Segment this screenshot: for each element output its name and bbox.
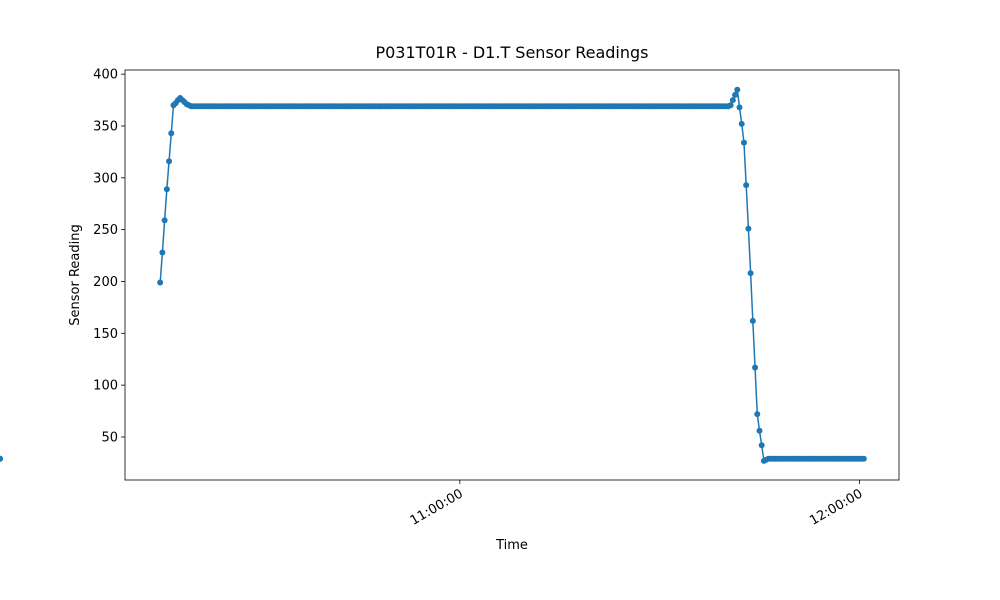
y-tick-label: 200 [93,275,118,290]
y-tick-label: 300 [93,171,118,186]
data-point [736,104,743,111]
data-point [758,442,765,449]
x-axis-label: Time [495,538,528,553]
data-point [752,364,759,371]
plot-frame [124,69,900,481]
data-point [732,91,739,98]
data-point [159,249,166,256]
y-axis-label: Sensor Reading [68,224,83,325]
data-point [168,130,175,137]
y-tick-label: 350 [93,119,118,134]
data-point [745,225,752,232]
data-point [747,270,754,277]
data-point [743,182,750,189]
data-point [749,317,756,324]
data-point [727,102,734,109]
data-point [738,120,745,127]
y-tick-label: 50 [101,430,118,445]
data-point [163,186,170,193]
y-tick-label: 100 [93,379,118,394]
data-point [166,158,173,165]
data-point [157,279,164,286]
data-point [754,411,761,418]
data-point [734,86,741,93]
y-tick-label: 250 [93,223,118,238]
data-point [0,455,3,462]
data-point [860,455,867,462]
data-point [161,217,168,224]
data-point [740,139,747,146]
y-tick-label: 150 [93,327,118,342]
data-point [729,97,736,104]
chart-title: P031T01R - D1.T Sensor Readings [375,43,648,62]
data-point [756,427,763,434]
y-tick-label: 400 [93,68,118,83]
